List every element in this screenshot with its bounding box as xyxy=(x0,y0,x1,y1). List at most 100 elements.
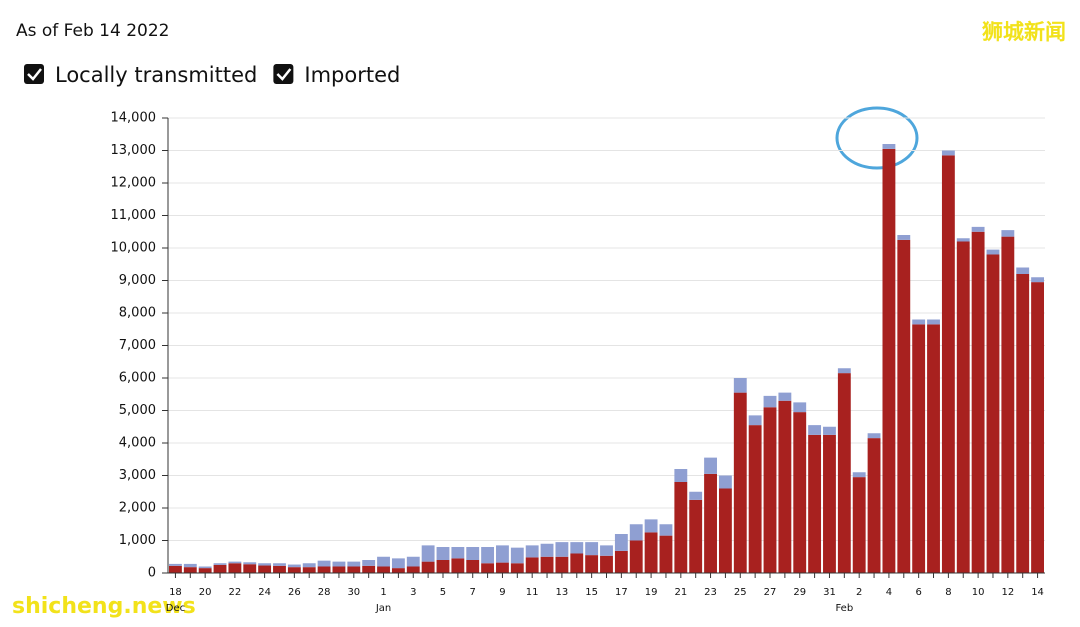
bar-segment xyxy=(600,545,613,556)
bar-segment xyxy=(956,241,970,573)
bar-segment xyxy=(391,568,405,573)
bar-segment xyxy=(867,438,881,573)
bar-segment xyxy=(228,561,242,564)
x-tick-label: 9 xyxy=(499,587,505,598)
bar-segment xyxy=(496,545,509,563)
x-tick-label: 7 xyxy=(470,587,476,598)
bar-segment xyxy=(302,567,316,573)
x-tick-label: 11 xyxy=(526,587,539,598)
legend-check[interactable] xyxy=(276,68,292,81)
legend-check[interactable] xyxy=(27,68,42,81)
bar-segment xyxy=(570,542,584,554)
x-tick-label: 19 xyxy=(645,587,658,598)
x-tick-label: 14 xyxy=(1031,587,1044,598)
bar-segment xyxy=(481,547,495,564)
bar-segment xyxy=(169,563,182,566)
x-tick-label: 18 xyxy=(169,587,182,598)
bar-segment xyxy=(540,543,554,557)
bar-segment xyxy=(496,562,509,573)
bar-segment xyxy=(317,566,331,573)
bar-segment xyxy=(1001,230,1015,237)
x-group-label: Jan xyxy=(375,603,391,614)
bar-segment xyxy=(837,368,851,374)
bar-segment xyxy=(347,561,361,567)
bar-segment xyxy=(436,547,450,560)
bar-segment xyxy=(689,491,703,500)
bar-segment xyxy=(332,561,346,567)
bar-segment xyxy=(169,565,182,573)
y-tick-label: 8,000 xyxy=(119,306,156,321)
bar-segment xyxy=(704,473,717,573)
bar-segment xyxy=(510,547,524,564)
x-tick-label: 20 xyxy=(199,587,212,598)
y-tick-label: 6,000 xyxy=(119,371,156,386)
y-tick-label: 7,000 xyxy=(119,338,156,353)
legend-label[interactable]: Imported xyxy=(304,63,400,87)
watermark: shicheng.news xyxy=(12,594,196,619)
bar-segment xyxy=(391,558,405,569)
x-tick-label: 25 xyxy=(734,587,747,598)
bar-segment xyxy=(1016,274,1030,573)
bar-segment xyxy=(823,434,836,573)
bar-segment xyxy=(733,378,747,393)
bar-segment xyxy=(733,392,747,573)
legend-label[interactable]: Locally transmitted xyxy=(55,63,257,87)
chart-title: As of Feb 14 2022 xyxy=(16,21,169,41)
bar-segment xyxy=(481,563,495,573)
bar-segment xyxy=(228,563,242,573)
bar-segment xyxy=(852,472,866,478)
bar-segment xyxy=(897,239,911,573)
bar-segment xyxy=(585,542,599,556)
legend-checkbox[interactable] xyxy=(273,64,294,84)
y-tick-label: 12,000 xyxy=(111,176,157,191)
bar-segment xyxy=(555,556,569,573)
bar-segment xyxy=(927,319,940,325)
x-tick-label: 26 xyxy=(288,587,301,598)
bar-segment xyxy=(198,568,212,573)
x-tick-label: 4 xyxy=(886,587,892,598)
bar-segment xyxy=(927,324,940,573)
bar-segment xyxy=(867,433,881,439)
bar-segment xyxy=(243,562,257,565)
y-tick-label: 0 xyxy=(148,566,156,581)
y-tick-label: 9,000 xyxy=(119,273,156,288)
x-tick-label: 3 xyxy=(410,587,416,598)
bar-segment xyxy=(406,566,420,573)
bar-segment xyxy=(718,475,732,489)
x-tick-label: 17 xyxy=(615,587,628,598)
legend-checkbox[interactable] xyxy=(24,64,44,84)
bar-segment xyxy=(629,524,643,541)
bar-segment xyxy=(1016,267,1030,274)
bar-segment xyxy=(704,457,717,474)
bar-segment xyxy=(674,469,688,482)
bar-segment xyxy=(644,519,658,533)
bar-segment xyxy=(421,561,435,573)
bar-segment xyxy=(644,532,658,573)
x-tick-label: 10 xyxy=(972,587,985,598)
bar-segment xyxy=(808,425,822,435)
bar-segment xyxy=(837,373,851,573)
x-tick-label: 28 xyxy=(318,587,331,598)
x-tick-label: 8 xyxy=(945,587,951,598)
x-tick-label: 21 xyxy=(674,587,687,598)
x-tick-label: 24 xyxy=(258,587,271,598)
bar-segment xyxy=(287,564,301,568)
bar-segment xyxy=(971,231,985,573)
bar-segment xyxy=(198,566,212,569)
watermark: 狮城新闻 xyxy=(982,20,1066,44)
bar-segment xyxy=(421,545,435,562)
x-tick-label: 5 xyxy=(440,587,446,598)
bar-segment xyxy=(986,254,1000,573)
bar-segment xyxy=(986,249,1000,255)
y-tick-label: 2,000 xyxy=(119,501,156,516)
bar-segment xyxy=(510,563,524,573)
bar-segment xyxy=(971,226,985,232)
bar-segment xyxy=(243,564,257,573)
bar-segment xyxy=(1031,277,1044,283)
bar-segment xyxy=(956,238,970,242)
bar-segment xyxy=(614,534,628,551)
bar-segment xyxy=(1031,282,1044,573)
bar-segment xyxy=(1001,236,1015,573)
bar-segment xyxy=(629,540,643,573)
bar-segment xyxy=(570,553,584,573)
